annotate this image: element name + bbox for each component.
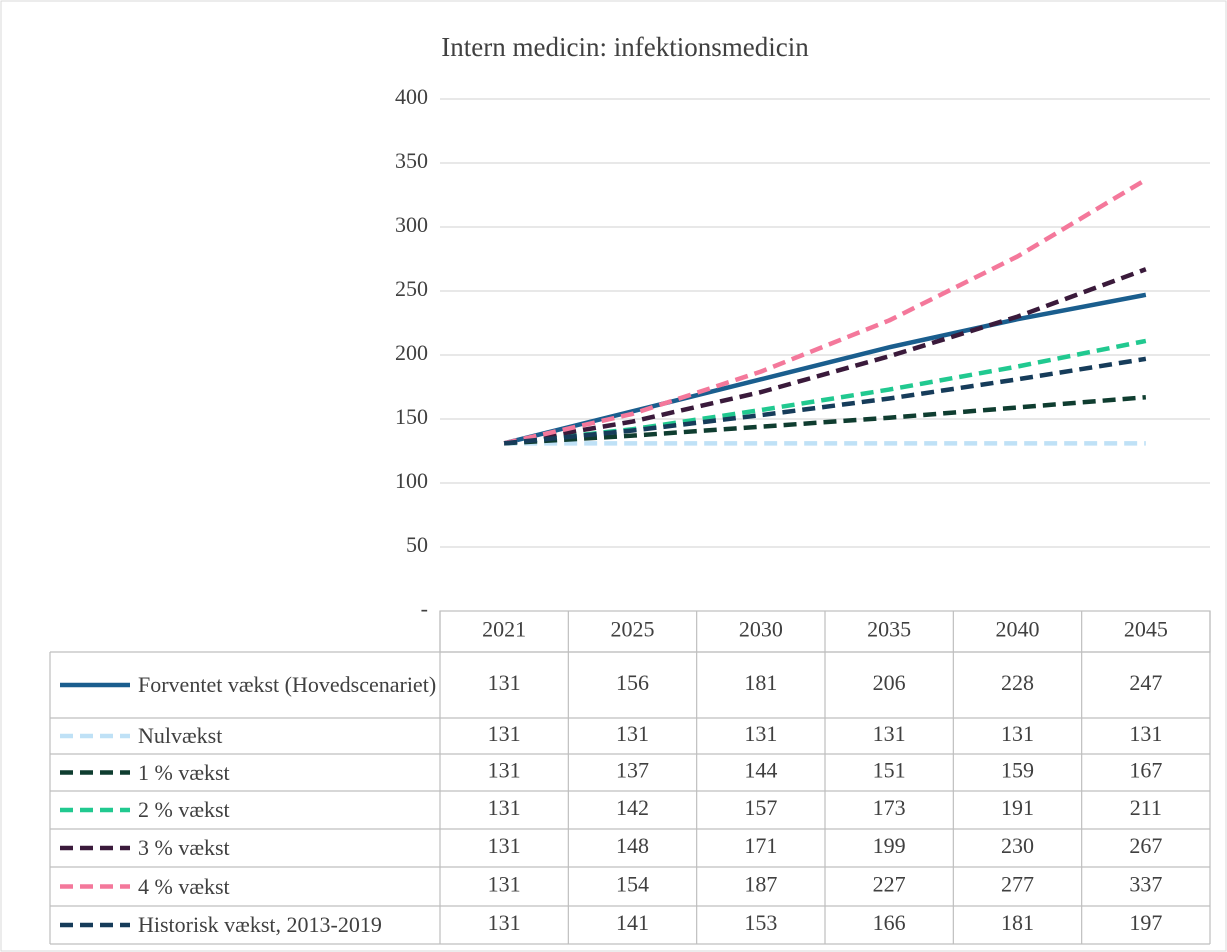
- table-value: 156: [616, 670, 649, 695]
- legend-label: Forventet vækst (Hovedscenariet): [138, 672, 437, 697]
- legend-label-box: 1 % vækst: [138, 759, 230, 785]
- legend-label: 3 % vækst: [138, 835, 230, 860]
- table-value: 141: [616, 910, 649, 935]
- table-value: 167: [1129, 758, 1162, 783]
- table-value: 131: [1001, 721, 1034, 746]
- table-value: 131: [488, 910, 521, 935]
- table-value: 131: [616, 721, 649, 746]
- table-value: 131: [873, 721, 906, 746]
- table-value: 151: [873, 758, 906, 783]
- x-tick-label: 2035: [867, 617, 911, 642]
- table-value: 191: [1001, 795, 1034, 820]
- y-tick-label: 100: [395, 468, 428, 493]
- legend-label-box: 4 % vækst: [138, 873, 230, 899]
- table-value: 227: [873, 872, 906, 897]
- series-line: [503, 177, 1147, 446]
- y-tick-label: 250: [395, 276, 428, 301]
- table-value: 187: [744, 872, 777, 897]
- table-value: 337: [1129, 872, 1162, 897]
- table-value: 131: [488, 795, 521, 820]
- y-tick-label: 200: [395, 340, 428, 365]
- table-value: 144: [744, 758, 777, 783]
- table-value: 206: [873, 670, 906, 695]
- x-tick-label: 2021: [482, 617, 526, 642]
- table-value: 153: [744, 910, 777, 935]
- table-value: 267: [1129, 833, 1162, 858]
- y-tick-label: -: [421, 596, 428, 621]
- y-tick-label: 300: [395, 212, 428, 237]
- legend-label-box: Nulvækst: [138, 723, 223, 748]
- series-line: [503, 356, 1147, 446]
- table-value: 131: [488, 833, 521, 858]
- y-tick-label: 150: [395, 404, 428, 429]
- table-value: 228: [1001, 670, 1034, 695]
- legend-label: 2 % vækst: [138, 797, 230, 822]
- table-value: 137: [616, 758, 649, 783]
- series-line: [503, 267, 1147, 446]
- table-value: 199: [873, 833, 906, 858]
- legend-label: Nulvækst: [138, 723, 223, 748]
- legend-label-box: 3 % vækst: [138, 835, 230, 860]
- table-value: 230: [1001, 833, 1034, 858]
- series-line: [504, 394, 1147, 446]
- x-tick-label: 2025: [611, 617, 655, 642]
- x-tick-label: 2030: [739, 617, 783, 642]
- table-value: 148: [616, 833, 649, 858]
- table-value: 181: [1001, 910, 1034, 935]
- table-value: 131: [488, 758, 521, 783]
- legend-label: 4 % vækst: [138, 873, 230, 899]
- table-value: 247: [1129, 670, 1162, 695]
- legend-label-box: 2 % vækst: [138, 797, 230, 822]
- table-value: 171: [744, 833, 777, 858]
- table-value: 197: [1129, 910, 1162, 935]
- y-tick-label: 350: [395, 148, 428, 173]
- x-tick-label: 2045: [1124, 617, 1168, 642]
- table-value: 181: [744, 670, 777, 695]
- y-tick-label: 400: [395, 84, 428, 109]
- table-value: 131: [488, 872, 521, 897]
- table-value: 142: [616, 795, 649, 820]
- table-value: 277: [1001, 872, 1034, 897]
- table-value: 157: [744, 795, 777, 820]
- table-value: 154: [616, 872, 649, 897]
- table-value: 211: [1130, 795, 1162, 820]
- chart-title: Intern medicin: infektionsmedicin: [441, 32, 809, 62]
- table-value: 131: [488, 721, 521, 746]
- legend-label: 1 % vækst: [138, 759, 230, 785]
- x-tick-label: 2040: [996, 617, 1040, 642]
- legend-label: Historisk vækst, 2013-2019: [138, 912, 382, 937]
- legend-label-box: Historisk vækst, 2013-2019: [138, 912, 382, 937]
- table-value: 131: [744, 721, 777, 746]
- legend-label-box: Forventet vækst (Hovedscenariet): [138, 672, 437, 697]
- table-value: 159: [1001, 758, 1034, 783]
- table-value: 166: [873, 910, 906, 935]
- table-value: 131: [1129, 721, 1162, 746]
- table-value: 173: [873, 795, 906, 820]
- y-tick-label: 50: [406, 532, 428, 557]
- table-value: 131: [488, 670, 521, 695]
